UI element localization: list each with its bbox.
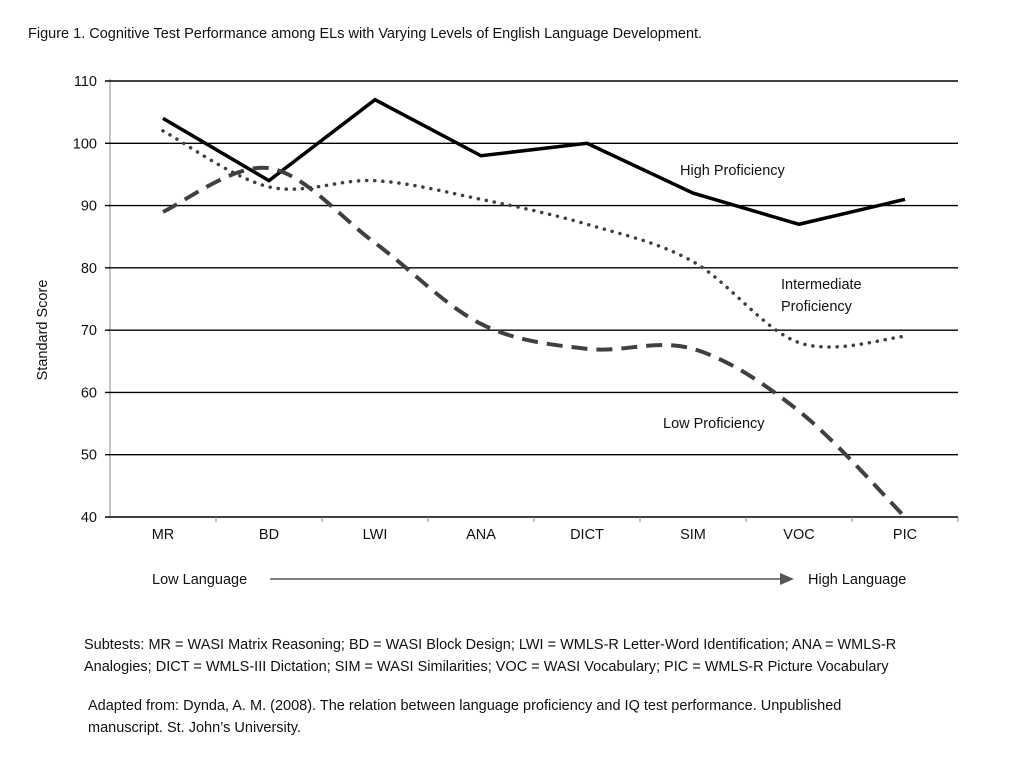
y-tick-label: 60 [81, 385, 97, 401]
source-note-line1: Adapted from: Dynda, A. M. (2008). The r… [88, 698, 842, 714]
y-axis-label: Standard Score [35, 280, 51, 381]
x-tick-label: DICT [570, 527, 604, 543]
y-tick-label: 80 [81, 261, 97, 277]
y-tick-label: 50 [81, 448, 97, 464]
y-tick-label: 90 [81, 199, 97, 215]
label-intermediate-line1: Intermediate [781, 277, 862, 293]
low-language-label: Low Language [152, 572, 247, 588]
figure-title: Figure 1. Cognitive Test Performance amo… [28, 26, 703, 42]
high-language-label: High Language [808, 572, 906, 588]
x-tick-label: LWI [363, 527, 388, 543]
label-low-proficiency: Low Proficiency [663, 416, 765, 432]
y-tick-label: 40 [81, 510, 97, 526]
label-high-proficiency: High Proficiency [680, 163, 786, 179]
series-line-solid [162, 97, 906, 227]
x-tick-label: PIC [893, 527, 917, 543]
y-tick-label: 70 [81, 323, 97, 339]
x-tick-label: BD [259, 527, 279, 543]
language-arrow-head-icon [780, 573, 794, 585]
label-intermediate-line2: Proficiency [781, 299, 853, 315]
x-tick-label: VOC [783, 527, 814, 543]
x-tick-label: MR [152, 527, 175, 543]
y-tick-label: 110 [74, 74, 97, 90]
y-tick-label: 100 [73, 136, 97, 152]
subtests-note-line1: Subtests: MR = WASI Matrix Reasoning; BD… [84, 637, 897, 653]
series-line-dotted [161, 129, 907, 349]
subtests-note-line2: Analogies; DICT = WMLS-III Dictation; SI… [84, 659, 889, 675]
source-note-line2: manuscript. St. John’s University. [88, 720, 302, 736]
x-tick-label: ANA [466, 527, 496, 543]
series-line-dashed [162, 165, 907, 519]
x-tick-label: SIM [680, 527, 706, 543]
